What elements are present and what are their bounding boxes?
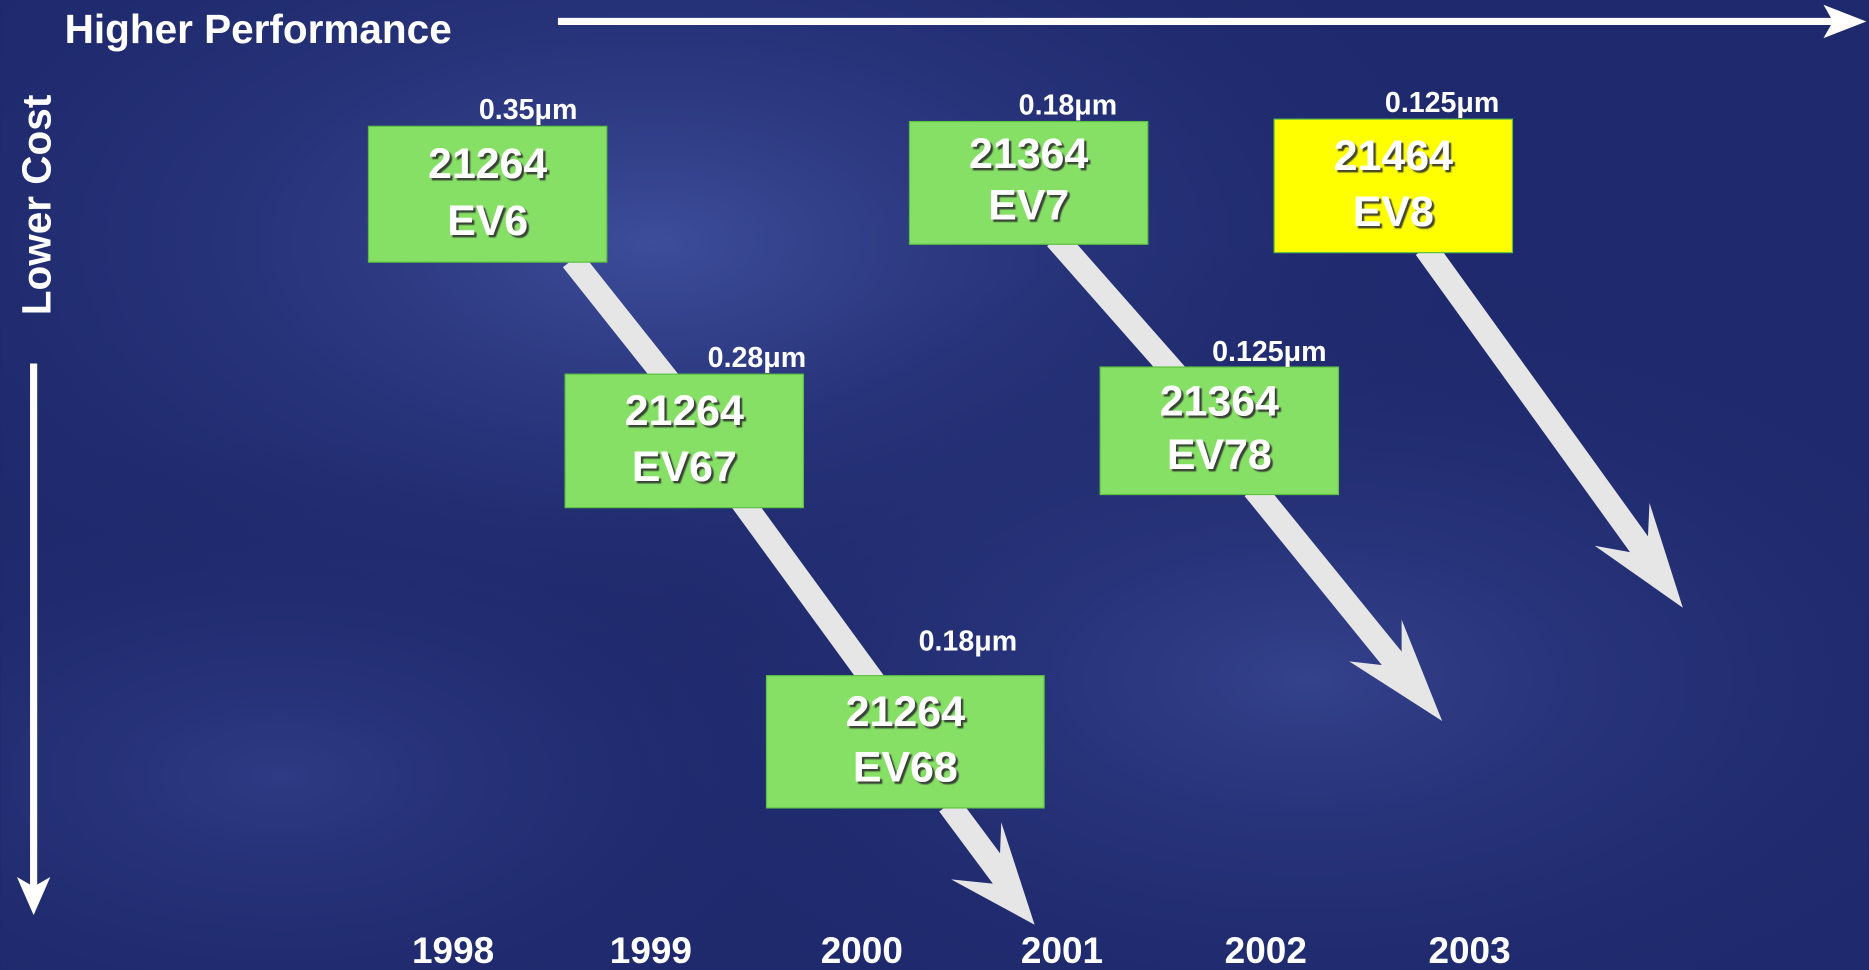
arrow: [1415, 240, 1669, 579]
year-label: 2002: [1225, 930, 1307, 970]
node: 0.28μm 21264 EV67: [564, 342, 807, 509]
node: 0.35μm 21264 EV6: [367, 94, 608, 263]
node-box: [367, 125, 608, 263]
year-label: 1998: [412, 930, 494, 970]
node-box: [765, 675, 1045, 809]
arrow-head: [1594, 502, 1683, 608]
arrow-head: [951, 822, 1035, 925]
nodes: 0.35μm 21264 EV6 0.28μm 21264 EV67 0.18μm 21264…: [367, 87, 1514, 809]
arrow: [1047, 230, 1189, 387]
process-label: 0.125μm: [1212, 336, 1326, 368]
axis-arrow-head: [16, 877, 51, 916]
axis-arrow-head: [1823, 4, 1867, 39]
core-name: EV6: [447, 197, 528, 245]
arrow: [1244, 481, 1423, 693]
core-name: EV8: [1353, 188, 1434, 236]
process-label: 0.28μm: [708, 342, 807, 374]
process-label: 0.125μm: [1385, 87, 1499, 119]
process-label: 0.35μm: [479, 94, 578, 126]
node-box: [1099, 366, 1340, 496]
axis-label: Lower Cost: [13, 95, 59, 316]
part-number: 21364: [969, 130, 1088, 178]
node: 0.18μm 21264 EV68: [765, 626, 1045, 809]
axis-label: Higher Performance: [65, 6, 452, 52]
node-box: [908, 120, 1149, 245]
part-number: 21264: [846, 688, 965, 736]
node: 0.125μm 21364 EV78: [1099, 336, 1340, 496]
arrow: [562, 252, 683, 395]
process-label: 0.18μm: [919, 626, 1018, 658]
arrow-head: [1349, 619, 1443, 721]
part-number: 21264: [428, 140, 547, 188]
part-number: 21264: [625, 387, 744, 435]
year-label: 1999: [610, 930, 692, 970]
core-name: EV7: [988, 182, 1069, 230]
core-name: EV78: [1167, 431, 1272, 479]
year-label: 2000: [821, 930, 903, 970]
year-label: 2001: [1021, 930, 1103, 970]
part-number: 21364: [1160, 377, 1279, 425]
node-box: [564, 373, 805, 509]
arrows: [562, 230, 1683, 925]
process-label: 0.18μm: [1019, 89, 1118, 121]
years: 1998 1999 2000 2001 2002 2003: [412, 930, 1511, 970]
node-box: [1273, 118, 1514, 254]
core-name: EV67: [632, 443, 737, 491]
arrow: [731, 493, 886, 693]
part-number: 21464: [1334, 132, 1453, 180]
year-label: 2003: [1428, 930, 1510, 970]
core-name: EV68: [853, 743, 958, 791]
node: 0.125μm 21464 EV8: [1273, 87, 1514, 254]
